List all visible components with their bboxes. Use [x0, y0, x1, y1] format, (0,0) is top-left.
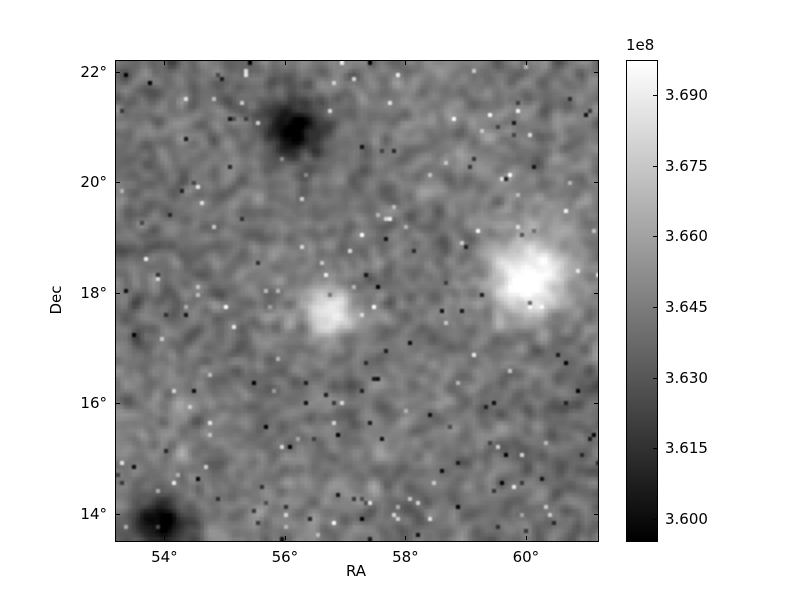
- colorbar-tick-mark: [653, 307, 657, 309]
- x-tick-mark: [284, 536, 286, 540]
- x-tick-mark-top: [525, 61, 527, 65]
- colorbar-tick-mark: [653, 95, 657, 97]
- x-tick-mark-top: [164, 61, 166, 65]
- y-tick-mark-right: [594, 72, 598, 74]
- y-tick-label: 16°: [80, 394, 107, 413]
- colorbar-tick-label: 3.645: [665, 298, 708, 317]
- colorbar-tick-label: 3.615: [665, 439, 708, 458]
- sky-map-axes[interactable]: [115, 60, 599, 542]
- colorbar-tick-mark: [653, 518, 657, 520]
- y-tick-mark-right: [594, 292, 598, 294]
- y-tick-label: 14°: [80, 504, 107, 523]
- y-tick-mark: [116, 403, 120, 405]
- x-tick-label: 54°: [151, 548, 178, 566]
- y-tick-label: 22°: [80, 63, 107, 82]
- x-tick-mark: [164, 536, 166, 540]
- y-tick-mark: [116, 182, 120, 184]
- colorbar[interactable]: [626, 60, 658, 542]
- y-tick-label: 20°: [80, 173, 107, 192]
- x-tick-mark-top: [284, 61, 286, 65]
- colorbar-tick-mark: [653, 448, 657, 450]
- x-axis-label: RA: [345, 562, 367, 580]
- colorbar-tick-label: 3.660: [665, 227, 708, 246]
- y-tick-mark-right: [594, 513, 598, 515]
- colorbar-tick-mark: [653, 377, 657, 379]
- heatmap-image: [116, 61, 598, 541]
- colorbar-tick-mark: [653, 236, 657, 238]
- colorbar-offset-text: 1e8: [626, 36, 655, 54]
- y-tick-mark-right: [594, 182, 598, 184]
- x-tick-mark: [525, 536, 527, 540]
- y-tick-mark: [116, 513, 120, 515]
- colorbar-tick-label: 3.675: [665, 156, 708, 175]
- x-tick-mark: [405, 536, 407, 540]
- colorbar-tick-label: 3.600: [665, 509, 708, 528]
- y-tick-mark-right: [594, 403, 598, 405]
- colorbar-tick-label: 3.690: [665, 86, 708, 105]
- x-tick-label: 56°: [271, 548, 299, 566]
- x-tick-label: 58°: [392, 548, 419, 566]
- colorbar-tick-label: 3.630: [665, 368, 708, 387]
- y-tick-mark: [116, 72, 120, 74]
- y-axis-label: Dec: [47, 285, 65, 315]
- x-tick-mark-top: [405, 61, 407, 65]
- x-tick-label: 60°: [512, 548, 540, 566]
- y-tick-label: 18°: [80, 283, 107, 302]
- y-tick-mark: [116, 292, 120, 294]
- colorbar-tick-mark: [653, 165, 657, 167]
